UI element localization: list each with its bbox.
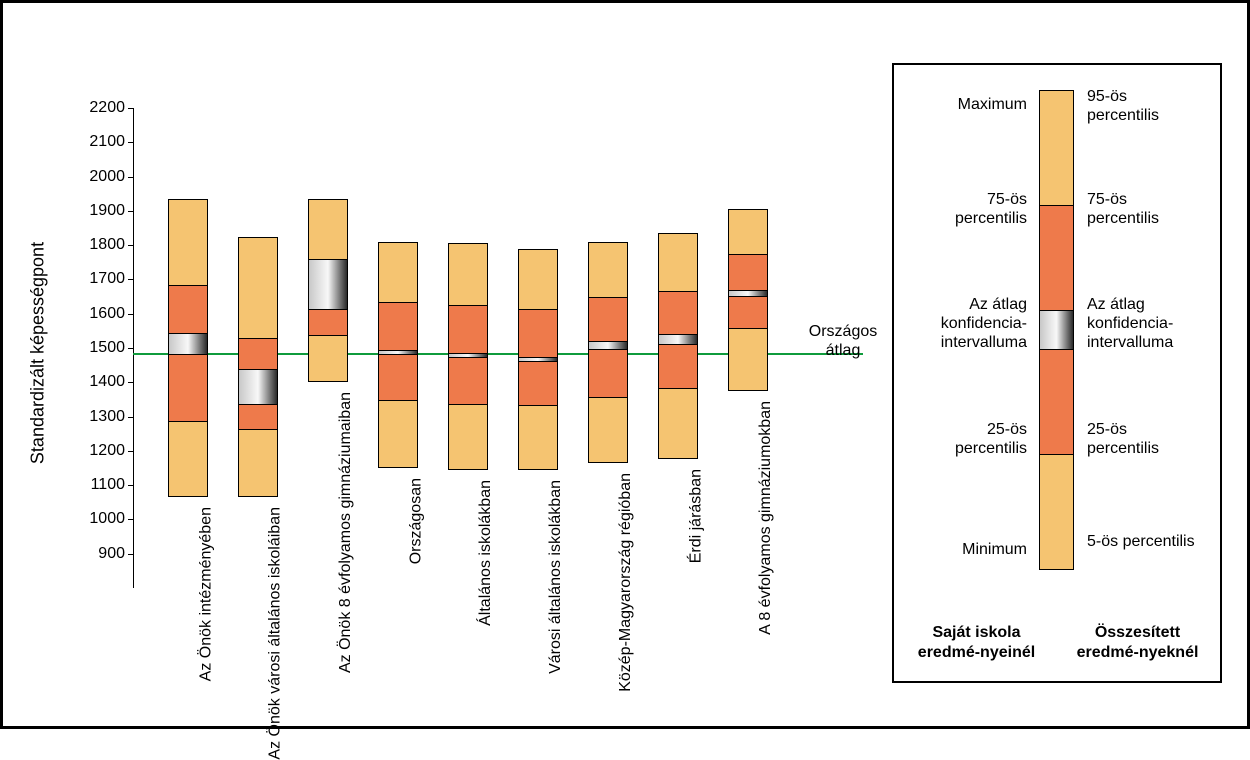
- y-tick-label: 2200: [89, 99, 133, 117]
- y-tick-label: 1400: [89, 373, 133, 391]
- category-slot: Az Önök 8 évfolyamos gimnáziumaiban: [293, 108, 363, 588]
- legend-right-p25: 25-ös percentilis: [1087, 420, 1202, 458]
- y-tick-label: 2000: [89, 168, 133, 186]
- confidence-interval: [588, 341, 628, 350]
- y-tick-mark: [128, 554, 133, 555]
- y-tick-label: 1500: [89, 339, 133, 357]
- category-slot: Az Önök intézményében: [153, 108, 223, 588]
- category-slot: Általános iskolákban: [433, 108, 503, 588]
- legend-left-bottom: Minimum: [912, 540, 1027, 559]
- y-tick-mark: [128, 177, 133, 178]
- confidence-interval: [378, 350, 418, 355]
- y-tick-label: 1300: [89, 408, 133, 426]
- legend-right-top: 95-ös percentilis: [1087, 87, 1202, 125]
- category-label: Az Önök intézményében: [197, 507, 215, 681]
- legend-left-title: Saját iskola eredmé-nyeinél: [914, 623, 1039, 663]
- category-slot: Városi általános iskolákban: [503, 108, 573, 588]
- legend-bar: [1039, 90, 1074, 570]
- category-label: Városi általános iskolákban: [547, 480, 565, 674]
- y-tick-label: 1800: [89, 236, 133, 254]
- category-slot: A 8 évfolyamos gimnáziumokban: [713, 108, 783, 588]
- y-axis-label: Standardizált képességpont: [28, 242, 49, 464]
- y-tick-mark: [128, 451, 133, 452]
- legend-right-bottom: 5-ös percentilis: [1087, 532, 1202, 551]
- confidence-interval: [518, 357, 558, 362]
- y-tick-label: 1100: [91, 476, 133, 494]
- y-tick-label: 1000: [89, 510, 133, 528]
- y-tick-mark: [128, 519, 133, 520]
- confidence-interval: [728, 290, 768, 297]
- category-label: Az Önök városi általános iskoláiban: [267, 507, 285, 760]
- y-tick-mark: [128, 417, 133, 418]
- category-slot: Az Önök városi általános iskoláiban: [223, 108, 293, 588]
- y-tick-label: 1700: [89, 270, 133, 288]
- y-tick-label: 1600: [89, 305, 133, 323]
- legend-left-top: Maximum: [912, 95, 1027, 114]
- category-label: Általános iskolákban: [477, 480, 495, 626]
- legend-left-ci: Az átlag konfidencia-intervalluma: [912, 295, 1027, 353]
- y-tick-mark: [128, 279, 133, 280]
- confidence-interval: [238, 369, 278, 405]
- legend-right-title: Összesített eredmé-nyeknél: [1075, 623, 1200, 663]
- y-tick-mark: [128, 211, 133, 212]
- category-label: Az Önök 8 évfolyamos gimnáziumaiban: [337, 392, 355, 673]
- legend-confidence-interval: [1039, 310, 1074, 350]
- y-tick-label: 2100: [89, 133, 133, 151]
- y-tick-label: 1900: [89, 202, 133, 220]
- confidence-interval: [168, 333, 208, 355]
- y-tick-mark: [128, 142, 133, 143]
- legend-box: Maximum 95-ös percentilis 75-ös percenti…: [892, 63, 1222, 683]
- category-slot: Érdi járásban: [643, 108, 713, 588]
- y-tick-mark: [128, 314, 133, 315]
- y-tick-mark: [128, 245, 133, 246]
- legend-right-p75: 75-ös percentilis: [1087, 190, 1202, 228]
- legend-left-p25: 25-ös percentilis: [912, 420, 1027, 458]
- category-slot: Országosan: [363, 108, 433, 588]
- category-label: A 8 évfolyamos gimnáziumokban: [757, 401, 775, 635]
- plot-area: 9001000110012001300140015001600170018001…: [133, 108, 823, 588]
- confidence-interval: [448, 353, 488, 358]
- chart-frame: Standardizált képességpont 9001000110012…: [0, 0, 1250, 729]
- y-tick-mark: [128, 348, 133, 349]
- category-label: Közép-Magyarország régióban: [617, 473, 635, 692]
- category-label: Érdi járásban: [687, 469, 705, 563]
- national-average-label: Országos átlag: [798, 323, 888, 360]
- y-tick-mark: [128, 382, 133, 383]
- y-tick-label: 1200: [89, 442, 133, 460]
- y-tick-mark: [128, 108, 133, 109]
- confidence-interval: [308, 259, 348, 310]
- category-label: Országosan: [407, 478, 425, 564]
- y-tick-mark: [128, 485, 133, 486]
- category-slot: Közép-Magyarország régióban: [573, 108, 643, 588]
- legend-left-p75: 75-ös percentilis: [912, 190, 1027, 228]
- confidence-interval: [658, 334, 698, 344]
- legend-right-ci: Az átlag konfidencia-intervalluma: [1087, 295, 1202, 353]
- y-axis-line: [133, 108, 134, 588]
